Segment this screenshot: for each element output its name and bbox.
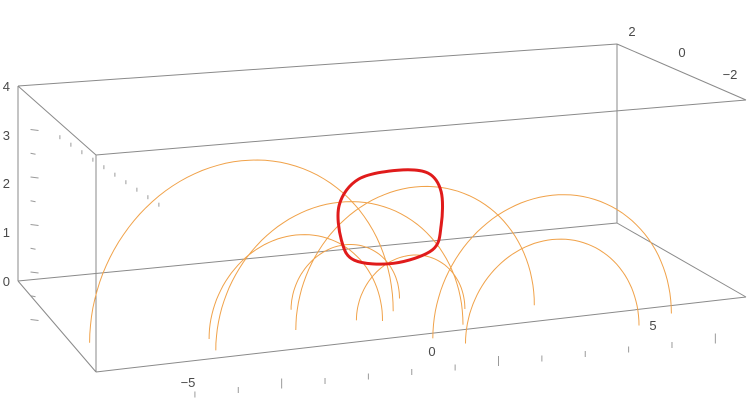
y-tick-label: 0 (678, 45, 685, 60)
box-edge-left-top (17, 85, 97, 156)
y-tick-label: 2 (628, 24, 635, 39)
box-edge-back-top (17, 43, 618, 87)
z-axis-tick (30, 152, 36, 155)
z-tick-label: 4 (3, 79, 10, 94)
box-edge-right-top (616, 43, 747, 101)
z-axis-tick (30, 200, 36, 203)
z-axis-tick (30, 176, 39, 179)
x-tick-label: −5 (181, 375, 196, 390)
z-axis-tick (30, 224, 39, 226)
z-axis-tick (30, 271, 39, 274)
arc-line (432, 194, 672, 339)
z-tick-label: 2 (3, 176, 10, 191)
z-axis-tick (30, 295, 36, 298)
y-axis-ticks (59, 135, 160, 207)
z-tick-label: 3 (3, 128, 10, 143)
box-edge-right-bottom (616, 222, 747, 298)
z-axis-tick (30, 129, 39, 131)
closed-curve-line (336, 168, 445, 266)
z-tick-label: 1 (3, 225, 10, 240)
box-edge-left-bottom (17, 280, 97, 373)
z-tick-label: 0 (3, 274, 10, 289)
closed-curve-series (336, 168, 445, 266)
arc-series (89, 159, 672, 351)
arc-line (355, 254, 466, 321)
arc-line (89, 159, 394, 343)
box-edge-front-bottom (95, 296, 747, 373)
box-edge-front-top (95, 99, 747, 156)
arc-line (208, 234, 383, 340)
arc-line (465, 238, 640, 344)
x-axis-ticks (194, 333, 716, 398)
arc-line (295, 185, 535, 331)
bounding-box (17, 43, 747, 373)
z-axis-tick (30, 247, 36, 250)
y-tick-label: −2 (723, 67, 738, 82)
x-tick-label: 0 (428, 344, 435, 359)
arc-line (290, 244, 400, 310)
x-tick-label: 5 (649, 318, 656, 333)
z-axis-tick (30, 319, 39, 321)
z-axis-ticks (30, 129, 39, 321)
